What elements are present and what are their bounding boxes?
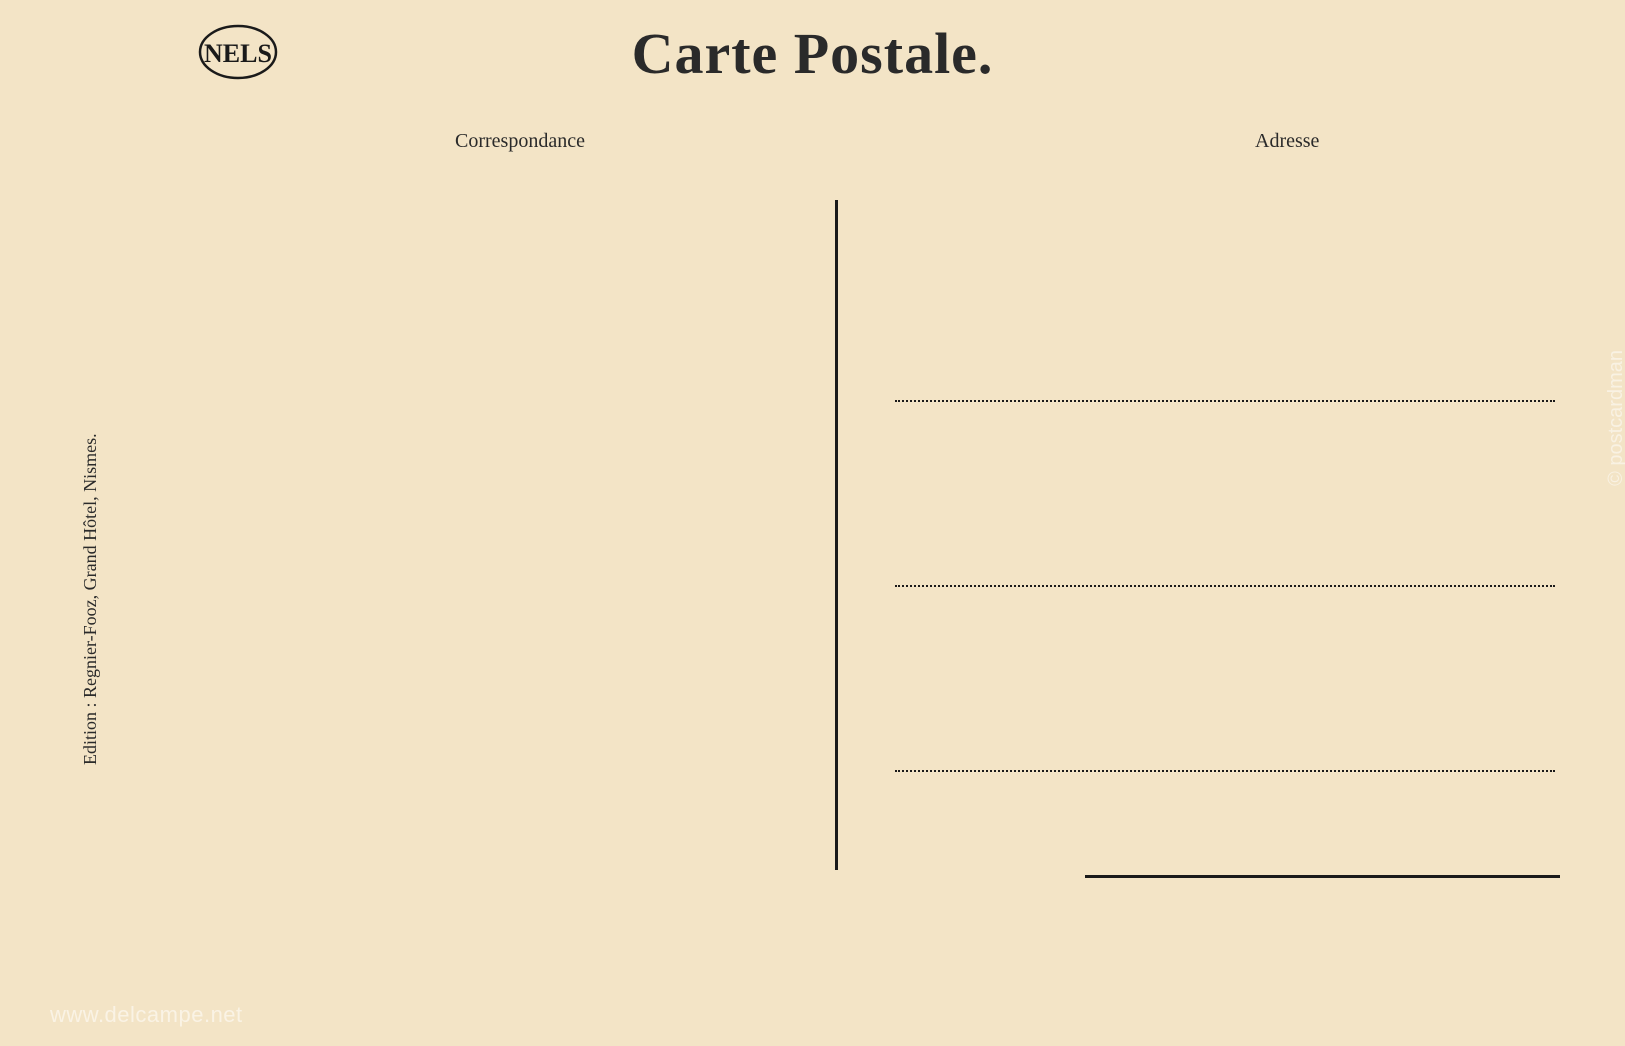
watermark-right: © postcardman bbox=[1605, 350, 1625, 486]
address-line-2 bbox=[895, 585, 1555, 587]
postcard-title: Carte Postale. bbox=[0, 20, 1625, 87]
address-underline bbox=[1085, 875, 1560, 878]
center-divider bbox=[835, 200, 838, 870]
adresse-label: Adresse bbox=[1255, 130, 1319, 153]
watermark-bottom: www.delcampe.net bbox=[50, 1002, 243, 1028]
address-line-3 bbox=[895, 770, 1555, 772]
address-line-1 bbox=[895, 400, 1555, 402]
correspondance-label: Correspondance bbox=[455, 130, 585, 153]
edition-text: Edition : Regnier-Fooz, Grand Hôtel, Nis… bbox=[80, 433, 101, 765]
